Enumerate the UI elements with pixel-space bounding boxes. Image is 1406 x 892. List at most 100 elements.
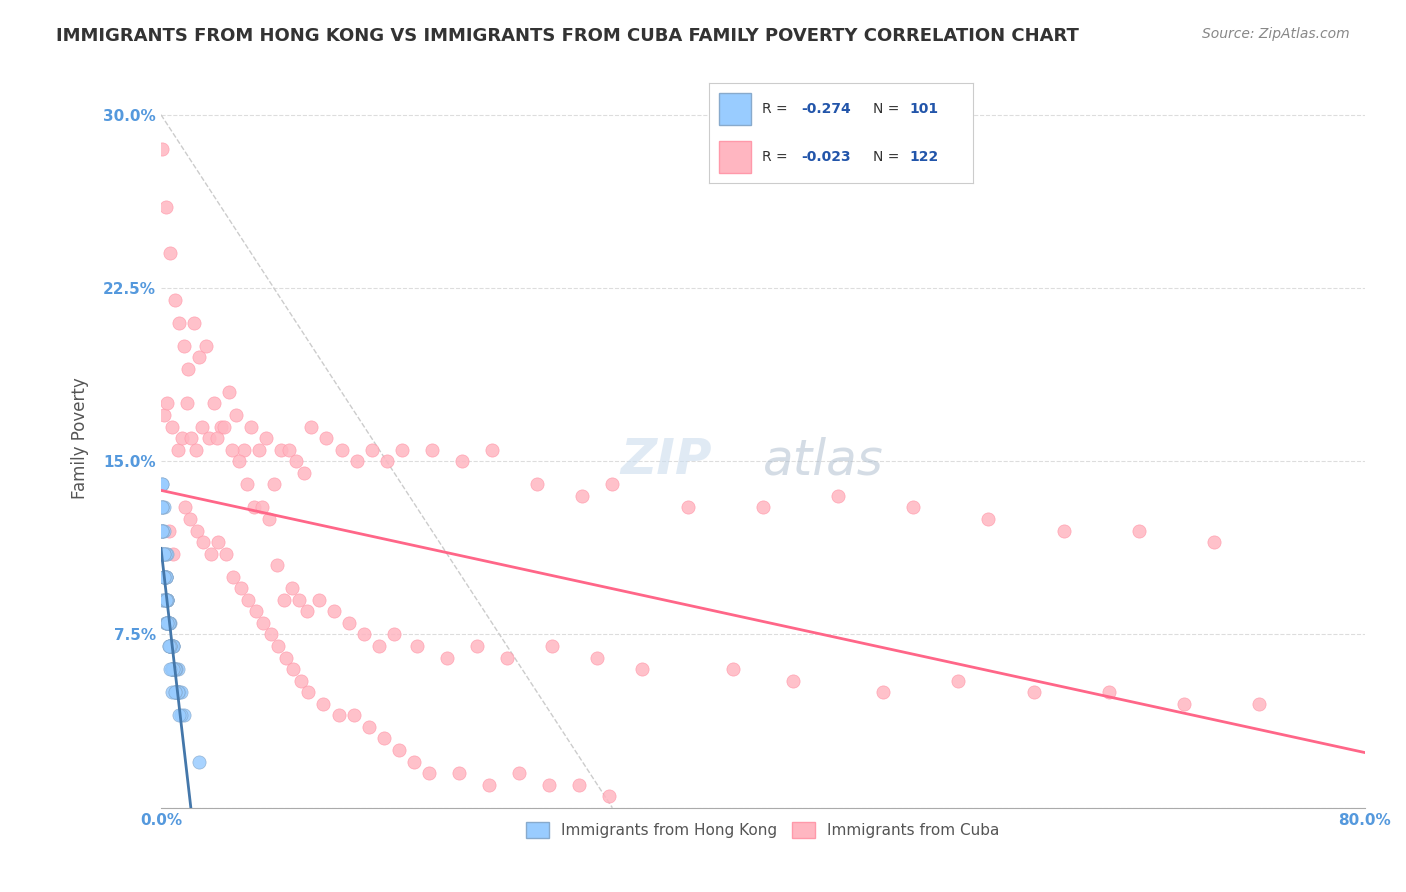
Point — [180, 431, 202, 445]
Point — [153, 524, 176, 538]
Point — [156, 615, 179, 630]
Point — [420, 442, 443, 457]
Point — [166, 442, 188, 457]
Point — [290, 673, 312, 688]
Point — [337, 615, 360, 630]
Point — [166, 685, 188, 699]
Point — [153, 592, 176, 607]
Point — [155, 615, 177, 630]
Point — [160, 685, 183, 699]
Point — [155, 547, 177, 561]
Point — [153, 570, 176, 584]
Point — [676, 500, 699, 515]
Point — [240, 419, 263, 434]
Point — [202, 396, 225, 410]
Point — [283, 662, 305, 676]
Point — [156, 592, 179, 607]
Point — [174, 500, 197, 515]
Point — [198, 431, 221, 445]
Point — [238, 592, 260, 607]
Point — [167, 316, 190, 330]
Point — [162, 639, 184, 653]
Point — [157, 615, 180, 630]
Point — [163, 685, 186, 699]
Point — [167, 685, 190, 699]
Point — [200, 547, 222, 561]
Point — [323, 604, 346, 618]
Point — [297, 685, 319, 699]
Point — [221, 442, 243, 457]
Point — [153, 500, 176, 515]
Point — [159, 639, 181, 653]
Point — [157, 524, 180, 538]
Point — [159, 639, 181, 653]
Point — [357, 720, 380, 734]
Point — [1053, 524, 1076, 538]
Point — [571, 489, 593, 503]
Point — [163, 685, 186, 699]
Point — [153, 570, 176, 584]
Point — [162, 639, 184, 653]
Point — [162, 639, 184, 653]
Point — [153, 570, 176, 584]
Point — [159, 615, 181, 630]
Point — [152, 142, 174, 156]
Point — [157, 639, 180, 653]
Point — [496, 650, 519, 665]
Point — [156, 615, 179, 630]
Point — [270, 442, 292, 457]
Point — [184, 442, 207, 457]
Point — [267, 639, 290, 653]
Point — [153, 570, 176, 584]
Point — [903, 500, 925, 515]
Point — [152, 500, 174, 515]
Point — [568, 778, 591, 792]
Point — [160, 662, 183, 676]
Text: atlas: atlas — [762, 436, 883, 484]
Point — [156, 396, 179, 410]
Point — [159, 639, 181, 653]
Point — [163, 685, 186, 699]
Point — [295, 604, 318, 618]
Point — [465, 639, 488, 653]
Point — [382, 627, 405, 641]
Point — [160, 662, 183, 676]
Point — [391, 442, 413, 457]
Point — [159, 639, 181, 653]
Point — [245, 604, 267, 618]
Point — [598, 789, 620, 804]
Point — [948, 673, 970, 688]
Point — [308, 592, 330, 607]
Point — [162, 662, 184, 676]
Point — [752, 500, 775, 515]
Point — [312, 697, 335, 711]
Point — [250, 500, 273, 515]
Point — [177, 361, 200, 376]
Point — [209, 419, 232, 434]
Point — [243, 500, 266, 515]
Point — [155, 570, 177, 584]
Point — [152, 500, 174, 515]
Point — [165, 685, 187, 699]
Point — [155, 570, 177, 584]
Point — [157, 615, 180, 630]
Point — [156, 592, 179, 607]
Point — [152, 524, 174, 538]
Point — [159, 639, 181, 653]
Point — [328, 708, 350, 723]
Point — [405, 639, 427, 653]
Point — [187, 755, 209, 769]
Point — [260, 627, 283, 641]
Point — [156, 592, 179, 607]
Point — [526, 477, 548, 491]
Point — [353, 627, 375, 641]
Point — [228, 454, 250, 468]
Point — [156, 615, 179, 630]
Point — [205, 431, 228, 445]
Point — [373, 731, 395, 746]
Point — [229, 582, 252, 596]
Point — [330, 442, 353, 457]
Point — [173, 339, 195, 353]
Point — [167, 685, 190, 699]
Point — [388, 743, 411, 757]
